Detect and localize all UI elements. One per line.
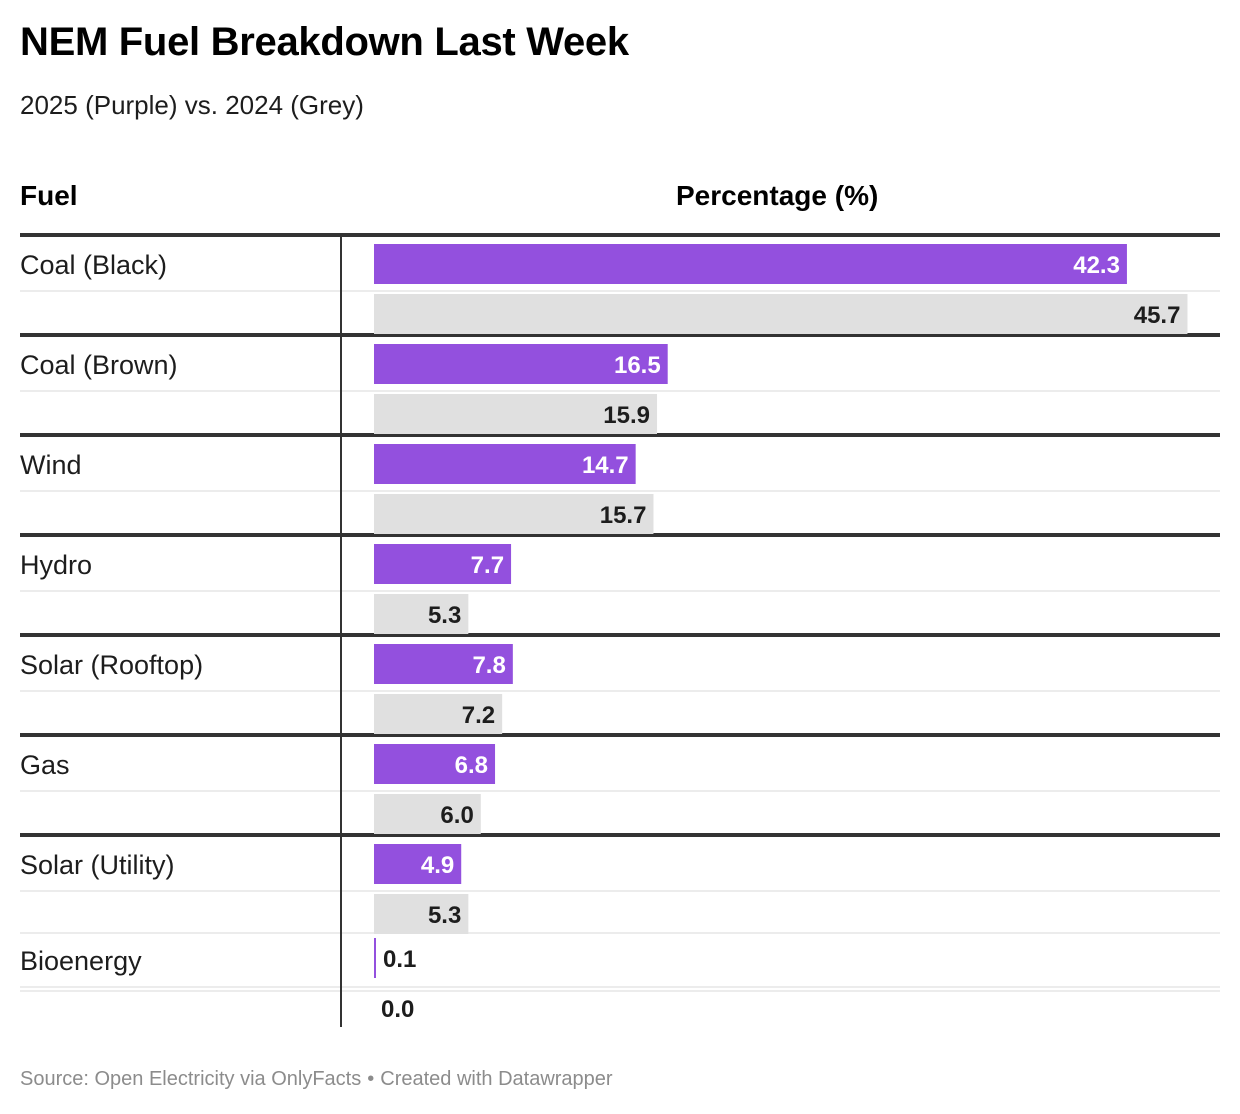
value-label-2024: 15.7 [600,502,647,529]
bar-2024 [374,594,469,634]
fuel-column-header: Fuel [20,180,78,211]
bar-2025 [374,938,376,978]
chart-title: NEM Fuel Breakdown Last Week [20,20,629,64]
bar-2025 [374,644,513,684]
fuel-label: Coal (Brown) [20,350,178,380]
bar-2024 [374,294,1188,334]
bar-2024 [374,794,481,834]
value-label-2024: 15.9 [603,402,650,429]
fuel-label: Solar (Rooftop) [20,650,203,680]
fuel-label: Wind [20,450,82,480]
chart-subtitle: 2025 (Purple) vs. 2024 (Grey) [20,90,364,120]
bar-2025 [374,544,512,584]
fuel-label: Coal (Black) [20,250,167,280]
fuel-label: Gas [20,750,70,780]
bar-2025 [374,444,636,484]
value-label-2025: 7.7 [471,552,504,579]
value-label-2025: 6.8 [455,752,488,779]
value-label-2024: 5.3 [428,902,461,929]
bar-2025 [374,844,462,884]
value-label-2025: 42.3 [1073,252,1120,279]
value-label-2025: 4.9 [421,852,454,879]
bar-2025 [374,744,496,784]
value-label-2025: 16.5 [614,352,661,379]
credit-note: Created with Datawrapper [380,1068,613,1090]
fuel-label: Bioenergy [20,946,142,976]
bar-2024 [374,894,469,934]
fuel-label: Hydro [20,550,92,580]
value-label-2024: 5.3 [428,602,461,629]
bar-2024 [374,494,654,534]
value-label-2025: 0.1 [383,946,416,973]
bar-2025 [374,344,668,384]
footer-separator: • [367,1068,375,1090]
value-label-2025: 7.8 [472,652,505,679]
value-label-2024: 6.0 [440,802,473,829]
bar-2024 [374,694,503,734]
value-label-2024: 0.0 [381,996,414,1023]
percentage-column-header: Percentage (%) [676,180,879,211]
bar-2025 [374,244,1127,284]
value-label-2025: 14.7 [582,452,629,479]
source-note: Source: Open Electricity via OnlyFacts [20,1068,362,1090]
value-label-2024: 45.7 [1134,302,1181,329]
bar-2024 [374,394,658,434]
fuel-label: Solar (Utility) [20,850,175,880]
chart-footer: Source: Open Electricity via OnlyFacts • C… [20,1068,613,1091]
value-label-2024: 7.2 [462,702,495,729]
